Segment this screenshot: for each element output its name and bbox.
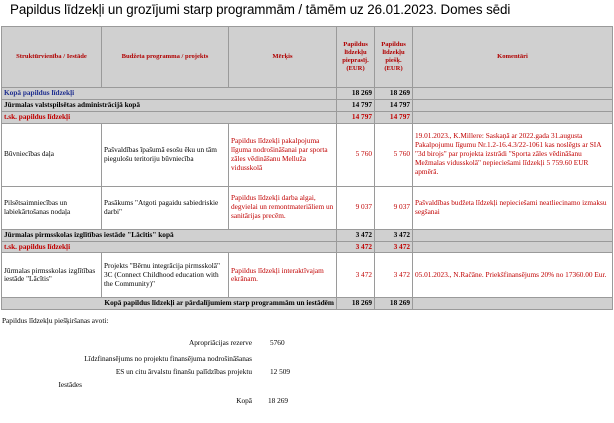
cell-comment: 19.01.2023., K.Millere: Saskaņā ar 2022.…: [412, 122, 613, 187]
funding-value: 18 269: [268, 396, 289, 405]
row-label: Jūrmalas valstspilsētas administrācijā k…: [1, 98, 337, 112]
cell-program: Pašvaldības īpašumā esošu ēku un tām pie…: [101, 122, 229, 187]
cell-goal: Papildus līdzekļi darba algai, degvielai…: [228, 185, 337, 230]
row-label: Kopā papildus līdzekļi: [1, 87, 337, 100]
table-row-total: Kopā papildus līdzekļi ar pārdalījumiem …: [1, 297, 613, 311]
cell-program: Pasākums "Atgoti pagaidu sabiedriskie da…: [101, 185, 229, 230]
cell-program: Projekts "Bērnu integrācija pirmsskolā" …: [101, 252, 229, 299]
row-value: 3 472: [336, 240, 375, 254]
cell-value: 3 472: [336, 252, 375, 299]
row-value: 14 797: [374, 98, 413, 112]
row-value: 18 269: [374, 87, 413, 100]
cell-unit: Pilsētsaimniecības un labiekārtošanas no…: [1, 185, 102, 230]
cell-value: 9 037: [374, 185, 413, 230]
table-row: t.sk. papildus līdzekļi 3 472 3 472: [1, 240, 613, 254]
row-value: 3 472: [336, 228, 375, 242]
header-add: Papildus līdzekļu piešķ. (EUR): [374, 26, 413, 88]
cell-goal: Papildus līdzekļi interaktīvajam ekrānam…: [228, 252, 337, 299]
header-unit: Struktūrvienība / Iestāde: [1, 26, 102, 88]
funding-value: 5760: [270, 338, 285, 347]
table-row: t.sk. papildus līdzekļi 14 797 14 797: [1, 110, 613, 124]
funding-sources-title: Papildus līdzekļu piešķiršanas avoti:: [2, 316, 109, 325]
table-row: Kopā papildus līdzekļi 18 269 18 269: [1, 87, 613, 100]
row-label: Jūrmalas pirmsskolas izglītības iestāde …: [1, 228, 337, 242]
row-value: 18 269: [336, 87, 375, 100]
cell-value: 3 472: [374, 252, 413, 299]
table-row: Jūrmalas pirmsskolas izglītības iestāde …: [1, 228, 613, 242]
row-value: 3 472: [374, 240, 413, 254]
cell-value: 5 760: [336, 122, 375, 187]
row-value: 14 797: [336, 110, 375, 124]
table-header-row: Struktūrvienība / Iestāde Budžeta progra…: [1, 26, 613, 88]
total-value: 18 269: [374, 297, 413, 311]
row-value: 3 472: [374, 228, 413, 242]
funding-label: Apropriācijas rezerve: [189, 338, 252, 347]
header-comments: Komentāri: [412, 26, 613, 88]
header-goal: Mērķis: [228, 26, 337, 88]
table-row: Jūrmalas valstspilsētas administrācijā k…: [1, 98, 613, 112]
cell-comment: 05.01.2023., N.Račāne. Priekšfinansējums…: [412, 252, 613, 299]
header-plan: Papildus līdzekļu pieprasīj. (EUR): [336, 26, 375, 88]
header-program: Budžeta programma / projekts: [101, 26, 229, 88]
total-value: 18 269: [336, 297, 375, 311]
funding-value: 12 509: [270, 367, 291, 376]
funding-label: Iestādes: [58, 380, 82, 389]
row-label: t.sk. papildus līdzekļi: [1, 110, 337, 124]
cell-unit: Jūrmalas pirmsskolas izglītības iestāde …: [1, 252, 102, 299]
cell-value: 5 760: [374, 122, 413, 187]
row-value: 14 797: [336, 98, 375, 112]
table-row: Jūrmalas pirmsskolas izglītības iestāde …: [1, 252, 613, 299]
total-label: Kopā papildus līdzekļi ar pārdalījumiem …: [1, 297, 337, 311]
table-row: Būvniecības daļa Pašvaldības īpašumā eso…: [1, 122, 613, 187]
budget-table: Struktūrvienība / Iestāde Budžeta progra…: [1, 26, 613, 311]
table-row: Pilsētsaimniecības un labiekārtošanas no…: [1, 185, 613, 230]
page-title: Papildus līdzekļi un grozījumi starp pro…: [10, 2, 511, 17]
cell-goal: Papildus līdzekļi pakalpojuma līguma nod…: [228, 122, 337, 187]
cell-value: 9 037: [336, 185, 375, 230]
row-label: t.sk. papildus līdzekļi: [1, 240, 337, 254]
cell-unit: Būvniecības daļa: [1, 122, 102, 187]
funding-label: Kopā: [236, 396, 252, 405]
cell-comment: Pašvaldības budžeta līdzekļi nepieciešam…: [412, 185, 613, 230]
row-value: 14 797: [374, 110, 413, 124]
funding-label: Līdzfinansējums no projektu finansējuma …: [84, 354, 252, 363]
funding-label: ES un citu ārvalstu finanšu palīdzības p…: [115, 367, 252, 376]
